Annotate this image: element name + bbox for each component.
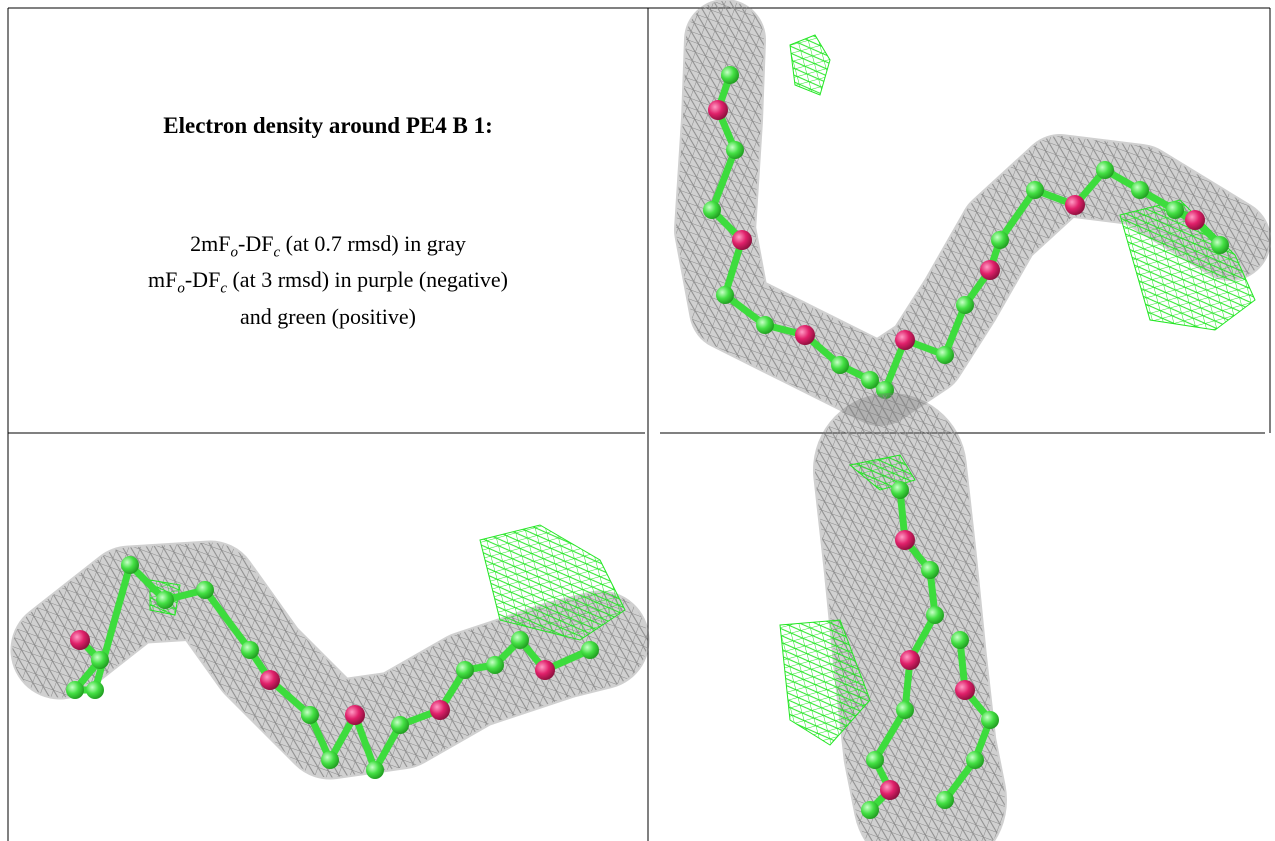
- carbon-atom: [91, 651, 109, 669]
- carbon-atom: [1131, 181, 1149, 199]
- carbon-atom: [981, 711, 999, 729]
- oxygen-atom: [260, 670, 280, 690]
- caption-title: Electron density around PE4 B 1:: [163, 113, 493, 138]
- carbon-atom: [1166, 201, 1184, 219]
- carbon-atom: [121, 556, 139, 574]
- carbon-atom: [156, 591, 174, 609]
- caption-line: mFo-DFc (at 3 rmsd) in purple (negative): [8, 266, 648, 302]
- oxygen-atom: [895, 530, 915, 550]
- oxygen-atom: [955, 680, 975, 700]
- oxygen-atom: [708, 100, 728, 120]
- text: and green (positive): [240, 303, 416, 329]
- oxygen-atom: [430, 700, 450, 720]
- carbon-atom: [66, 681, 84, 699]
- carbon-atom: [1096, 161, 1114, 179]
- carbon-atom: [511, 631, 529, 649]
- carbon-atom: [991, 231, 1009, 249]
- carbon-atom: [456, 661, 474, 679]
- carbon-atom: [891, 481, 909, 499]
- subscript: c: [273, 244, 281, 261]
- oxygen-atom: [980, 260, 1000, 280]
- carbon-atom: [1211, 236, 1229, 254]
- carbon-atom: [321, 751, 339, 769]
- positive-density: [789, 34, 831, 96]
- carbon-atom: [896, 701, 914, 719]
- carbon-atom: [861, 801, 879, 819]
- carbon-atom: [936, 346, 954, 364]
- carbon-atom: [196, 581, 214, 599]
- oxygen-atom: [900, 650, 920, 670]
- carbon-atom: [391, 716, 409, 734]
- carbon-atom: [716, 286, 734, 304]
- carbon-atom: [486, 656, 504, 674]
- carbon-atom: [956, 296, 974, 314]
- carbon-atom: [866, 751, 884, 769]
- carbon-atom: [366, 761, 384, 779]
- carbon-atom: [721, 66, 739, 84]
- caption-line: 2mFo-DFc (at 0.7 rmsd) in gray: [8, 230, 648, 266]
- oxygen-atom: [1065, 195, 1085, 215]
- oxygen-atom: [70, 630, 90, 650]
- text: -DF: [184, 267, 221, 293]
- caption-line: and green (positive): [8, 303, 648, 331]
- carbon-atom: [951, 631, 969, 649]
- carbon-atom: [876, 381, 894, 399]
- carbon-atom: [926, 606, 944, 624]
- text: (at 3 rmsd) in purple (negative): [226, 267, 508, 293]
- positive-density: [779, 619, 871, 746]
- text: 2mF: [190, 231, 231, 256]
- carbon-atom: [301, 706, 319, 724]
- carbon-atom: [861, 371, 879, 389]
- carbon-atom: [1026, 181, 1044, 199]
- oxygen-atom: [535, 660, 555, 680]
- carbon-atom: [756, 316, 774, 334]
- oxygen-atom: [795, 325, 815, 345]
- text: (at 0.7 rmsd) in gray: [280, 231, 466, 256]
- carbon-atom: [86, 681, 104, 699]
- oxygen-atom: [732, 230, 752, 250]
- oxygen-atom: [895, 330, 915, 350]
- carbon-atom: [703, 201, 721, 219]
- positive-density: [1119, 199, 1256, 331]
- carbon-atom: [966, 751, 984, 769]
- carbon-atom: [831, 356, 849, 374]
- carbon-atom: [921, 561, 939, 579]
- subscript: c: [220, 280, 227, 297]
- carbon-atom: [936, 791, 954, 809]
- caption-lines: 2mFo-DFc (at 0.7 rmsd) in gray mFo-DFc (a…: [8, 230, 648, 331]
- molecule-images: [10, 0, 1271, 841]
- table-rules: [7, 7, 1271, 841]
- subscript: o: [177, 280, 185, 297]
- carbon-atom: [241, 641, 259, 659]
- carbon-atom: [726, 141, 744, 159]
- oxygen-atom: [1185, 210, 1205, 230]
- text: mF: [148, 267, 178, 293]
- positive-density: [479, 524, 626, 641]
- subscript: o: [230, 244, 239, 261]
- oxygen-atom: [345, 705, 365, 725]
- oxygen-atom: [880, 780, 900, 800]
- text: -DF: [238, 231, 274, 256]
- carbon-atom: [581, 641, 599, 659]
- caption-cell: Electron density around PE4 B 1: 2mFo-DF…: [8, 8, 648, 433]
